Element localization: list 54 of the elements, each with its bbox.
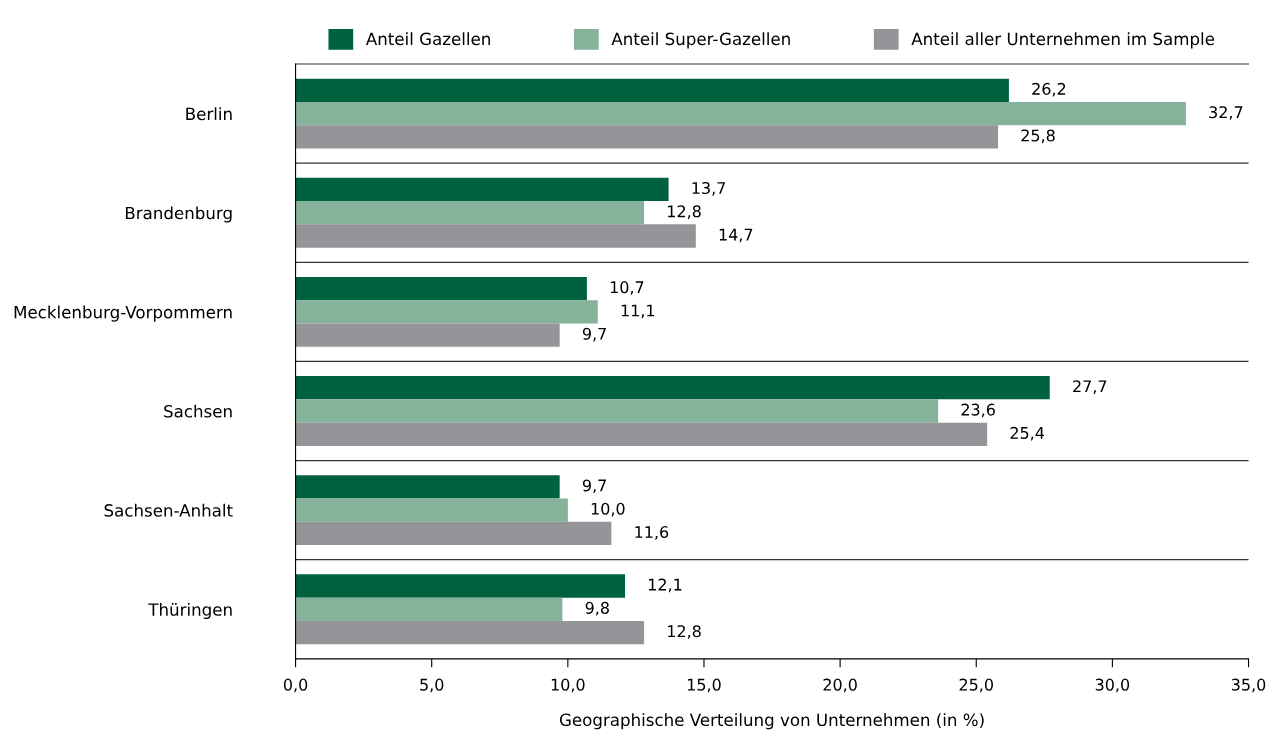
data-label: 25,4 [1010,426,1045,441]
bar [295,177,669,202]
bar [295,422,988,446]
data-label: 10,7 [610,281,644,295]
y-tick-label: Thüringen [148,602,232,620]
bar [295,78,1009,102]
bar [295,300,598,324]
data-label: 12,8 [668,625,701,639]
x-tick-label: 30,0 [1095,678,1130,693]
data-label: 27,7 [1073,380,1107,394]
bar [295,224,696,248]
x-tick-label: 25,0 [959,678,993,693]
data-label: 25,8 [1021,129,1055,144]
y-tick-label: Sachsen [164,404,232,418]
bar [295,276,587,301]
legend-label: Anteil aller Unternehmen im Sample [911,32,1215,49]
x-tick-label: 15,0 [687,678,721,693]
data-label: 14,7 [719,228,753,243]
x-tick-label: 20,0 [823,678,857,693]
data-label: 9,7 [582,479,606,494]
x-tick-label: 10,0 [551,678,585,693]
y-tick-label: Mecklenburg-Vorpommern [14,305,232,322]
data-label: 12,1 [648,578,682,593]
data-label: 32,7 [1209,106,1243,120]
bar [295,521,612,546]
x-tick-label: 5,0 [420,678,444,693]
bar [295,475,560,499]
data-label: 11,6 [635,526,669,540]
data-label: 10,0 [591,502,625,517]
bar [295,399,939,423]
bar [295,574,626,598]
bar [295,323,560,347]
data-label: 11,1 [621,304,655,319]
data-label: 9,8 [585,601,609,616]
bar [295,376,1050,400]
bar [295,125,999,149]
bar [295,597,563,621]
bar [295,201,645,225]
data-label: 13,7 [692,181,725,196]
y-tick-label: Sachsen-Anhalt [104,503,233,517]
y-tick-label: Brandenburg [125,206,232,223]
data-label: 9,7 [582,327,606,342]
bar [295,101,1186,126]
bar [295,498,568,522]
legend-label: Anteil Gazellen [365,32,490,46]
data-label: 12,8 [668,205,701,219]
bar [295,620,645,645]
data-label: 23,6 [961,403,995,418]
y-tick-label: Berlin [186,107,232,121]
legend-label: Anteil Super-Gazellen [611,32,790,49]
x-tick-label: 35,0 [1231,678,1266,693]
x-tick-label: 0,0 [283,678,308,693]
data-label: 26,2 [1032,82,1066,97]
x-axis-title: Geographische Verteilung von Unternehmen (in %) [559,713,984,730]
